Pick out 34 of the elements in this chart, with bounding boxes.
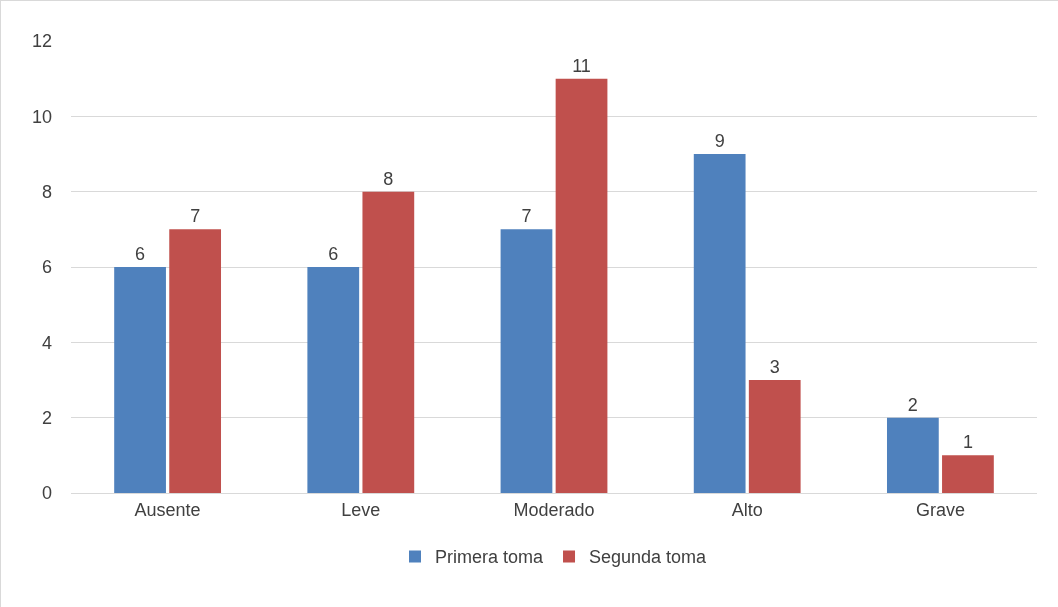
data-label: 6	[328, 244, 339, 264]
bar	[748, 380, 801, 493]
y-tick-label: 0	[41, 483, 52, 504]
bar	[169, 229, 222, 493]
bar	[693, 154, 746, 493]
y-tick-label: 12	[31, 31, 52, 52]
bar	[114, 267, 166, 493]
x-tick-label: Grave	[915, 499, 965, 520]
x-tick-label: Alto	[731, 499, 763, 520]
bar	[500, 229, 553, 493]
bar	[942, 455, 994, 493]
data-label: 11	[572, 55, 591, 76]
y-tick-label: 6	[41, 257, 52, 278]
y-tick-label: 4	[41, 332, 52, 353]
data-label: 6	[135, 244, 146, 264]
data-label: 8	[383, 168, 394, 189]
data-label: 3	[769, 357, 780, 377]
y-tick-label: 2	[41, 407, 52, 428]
y-tick-label: 8	[41, 181, 52, 202]
data-label: 2	[907, 394, 918, 415]
x-tick-label: Leve	[341, 499, 381, 520]
bar	[307, 267, 360, 493]
bar	[886, 417, 939, 493]
x-tick-label: Ausente	[134, 499, 201, 520]
legend-label: Primera toma	[435, 547, 545, 568]
bar	[362, 191, 415, 493]
data-label: 1	[962, 432, 973, 453]
bar	[555, 78, 608, 493]
data-label: 9	[714, 131, 725, 151]
y-tick-label: 10	[31, 106, 52, 127]
data-label: 7	[521, 206, 532, 227]
legend-label: Segunda toma	[589, 547, 708, 568]
x-tick-label: Moderado	[513, 499, 595, 520]
data-label: 7	[190, 206, 201, 227]
